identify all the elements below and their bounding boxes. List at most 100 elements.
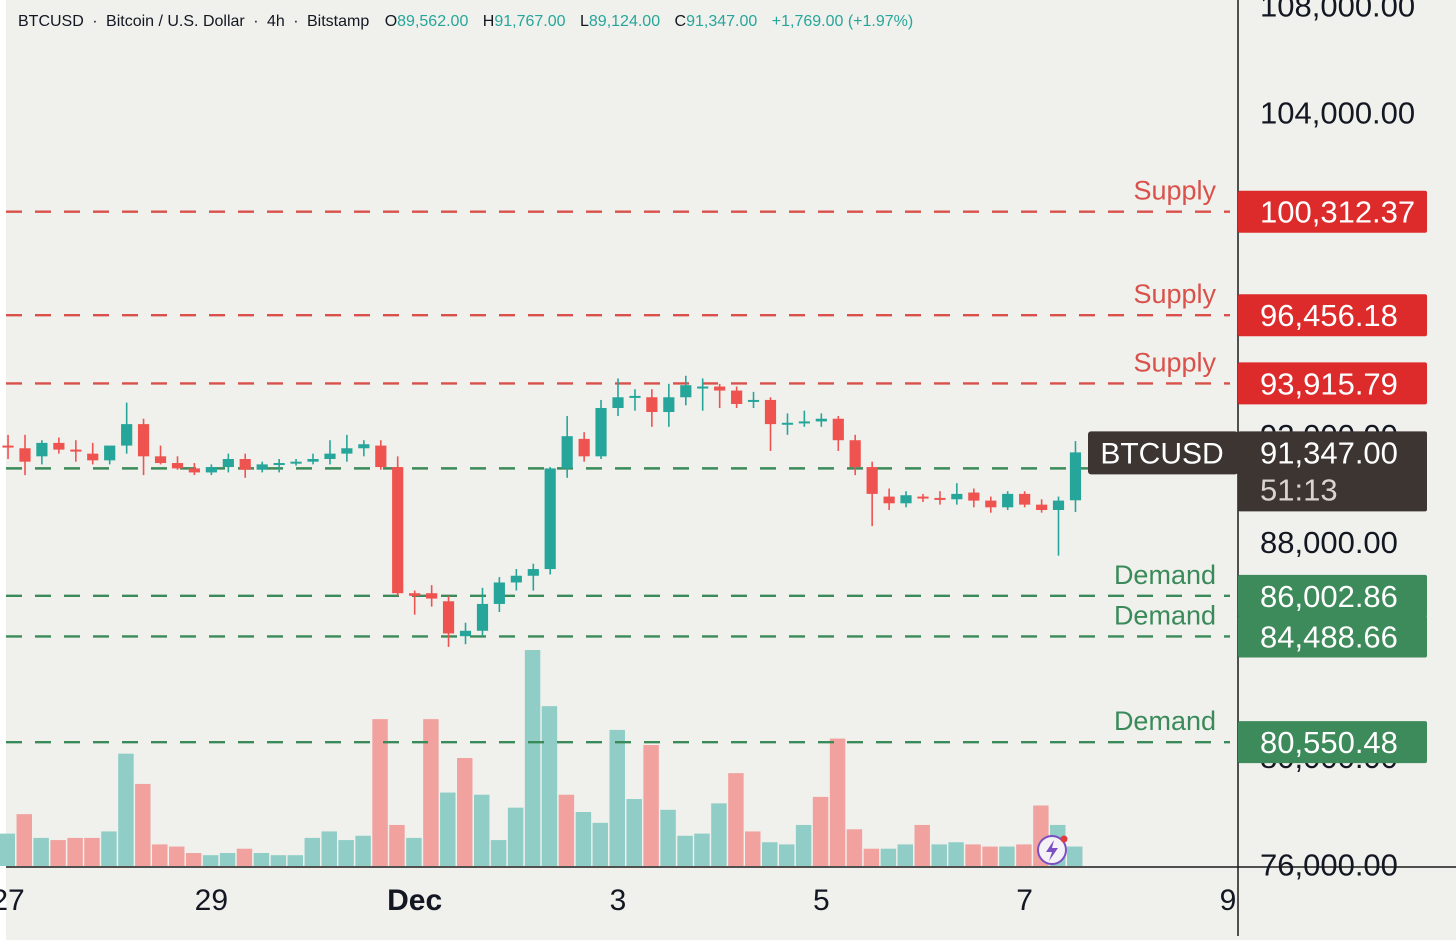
volume-bar	[694, 833, 710, 866]
x-tick-label: 29	[195, 884, 228, 917]
volume-bar	[118, 753, 134, 866]
volume-bar	[16, 814, 32, 866]
volume-bar	[626, 799, 642, 866]
current-price-text: 91,347.00	[1260, 435, 1398, 470]
supply-price-badge-text: 96,456.18	[1260, 298, 1398, 333]
candle-body	[426, 593, 438, 599]
volume-bar	[338, 840, 354, 866]
candle-body	[832, 418, 844, 441]
demand-level-label: Demand	[1114, 600, 1216, 630]
demand-level-label: Demand	[1114, 560, 1216, 590]
supply-price-badge	[1238, 190, 1427, 233]
ohlc-low-value: 89,124.00	[589, 13, 660, 30]
candle-body	[968, 492, 980, 501]
volume-bar	[101, 831, 117, 866]
ohlc-high-value: 91,767.00	[494, 13, 565, 30]
header-sep-2: ·	[253, 13, 258, 30]
volume-bar	[135, 783, 151, 866]
bar-countdown-text: 51:13	[1260, 472, 1338, 507]
volume-bar	[152, 844, 168, 866]
candle-body	[646, 397, 658, 413]
supply-price-badge	[1238, 294, 1427, 337]
candle-body	[1019, 493, 1031, 505]
volume-bar	[423, 719, 439, 866]
candle-body	[476, 603, 489, 631]
volume-bar	[389, 824, 405, 866]
candle-body	[459, 630, 472, 637]
volume-bar	[795, 824, 812, 866]
candle-body	[171, 463, 184, 469]
volume-bar	[999, 846, 1015, 866]
ohlc-close-label: C	[675, 13, 687, 30]
volume-bar	[406, 837, 422, 866]
candle-body	[951, 493, 963, 500]
volume-bar	[948, 842, 964, 866]
header-interval: 4h	[267, 13, 285, 30]
candle-body	[87, 453, 99, 461]
candle-body	[883, 496, 895, 504]
candle-body	[731, 390, 743, 404]
candle-body	[53, 442, 65, 450]
candle-body	[561, 436, 573, 469]
volume-bar	[440, 792, 456, 866]
volume-bar	[575, 812, 592, 866]
candle-body	[595, 408, 607, 457]
candle-body	[392, 467, 404, 594]
candle-body	[798, 421, 810, 424]
volume-bar	[778, 844, 795, 866]
volume-bar	[321, 831, 337, 866]
volume-bar	[897, 844, 913, 866]
candle-body	[697, 386, 709, 389]
supply-price-badge	[1238, 362, 1427, 405]
candle-body	[849, 440, 861, 468]
demand-price-badge	[1238, 574, 1427, 617]
candle-body	[222, 459, 234, 468]
demand-price-badge-text: 80,550.48	[1260, 725, 1398, 760]
candle-body	[612, 397, 624, 408]
volume-bar	[711, 803, 727, 866]
candle-body	[70, 449, 82, 452]
volume-bar	[541, 706, 558, 866]
candle-body	[493, 582, 505, 604]
volume-bar	[287, 855, 304, 866]
candle-body	[680, 385, 692, 398]
candle-body	[934, 497, 946, 500]
volume-bar	[863, 848, 880, 866]
volume-bar	[270, 855, 287, 866]
candle-body	[1069, 452, 1082, 501]
volume-bar	[84, 837, 100, 866]
ohlc-close-value: 91,347.00	[686, 13, 757, 30]
candle-body	[137, 424, 150, 457]
candle-body	[307, 459, 319, 462]
volume-bar	[812, 796, 829, 866]
candle-body	[324, 453, 336, 459]
x-tick-label: 3	[610, 884, 627, 917]
x-axis-ticks: 27 29 Dec 3 5 7 9	[0, 884, 1236, 917]
volume-bar	[677, 835, 693, 866]
demand-price-badge-text: 86,002.86	[1260, 579, 1398, 614]
y-tick-label: 76,000.00	[1260, 847, 1398, 882]
candle-body	[544, 468, 556, 570]
ohlc-high-label: H	[483, 13, 495, 30]
candle-body	[121, 424, 133, 446]
volume-bars	[0, 650, 1083, 866]
volume-bar	[643, 745, 659, 866]
y-tick-label: 104,000.00	[1260, 96, 1415, 131]
candle-body	[358, 444, 370, 449]
x-tick-label: 27	[0, 884, 25, 917]
candle-body	[256, 464, 268, 470]
candle-body	[527, 569, 539, 576]
volume-bar	[236, 848, 253, 866]
demand-price-badge-text: 84,488.66	[1260, 619, 1398, 654]
candle-body	[2, 445, 14, 448]
candles	[2, 375, 1082, 647]
candle-body	[714, 386, 726, 391]
volume-bar	[558, 794, 575, 866]
assistant-icon[interactable]	[1037, 835, 1068, 865]
volume-bar	[219, 853, 236, 866]
volume-bar	[1067, 846, 1083, 866]
volume-bar	[982, 846, 998, 866]
